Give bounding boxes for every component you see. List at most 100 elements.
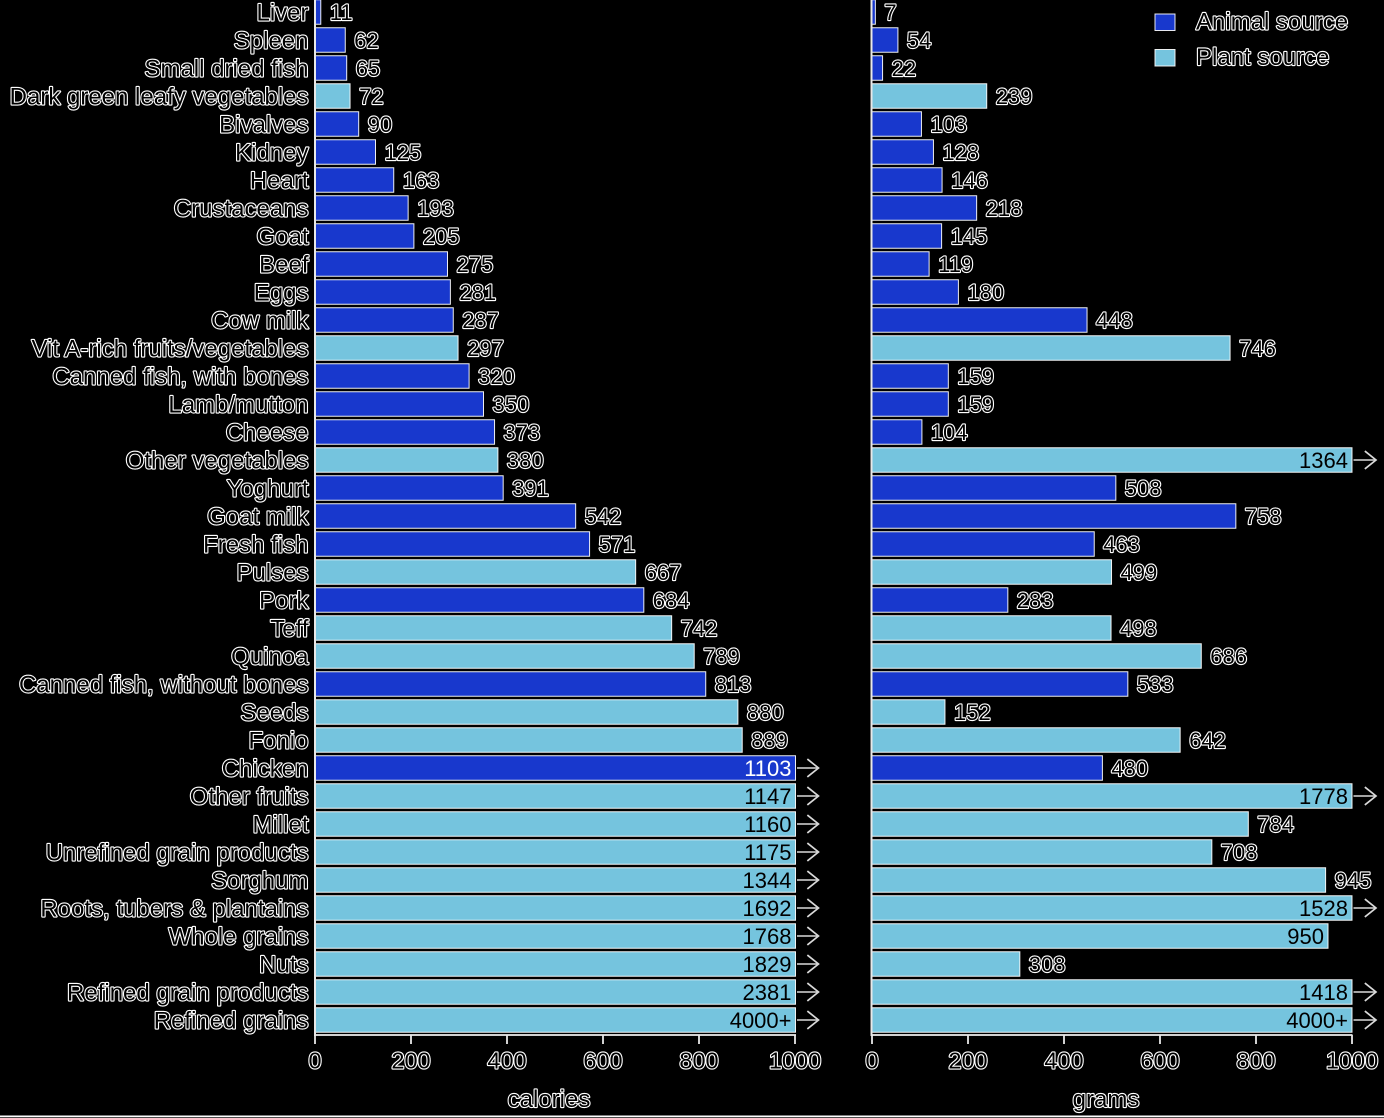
svg-text:Lamb/mutton: Lamb/mutton	[168, 392, 308, 419]
svg-text:200: 200	[391, 1048, 430, 1074]
svg-text:22: 22	[892, 56, 916, 81]
svg-text:800: 800	[679, 1048, 718, 1074]
svg-text:Beef: Beef	[259, 252, 309, 279]
svg-text:308: 308	[1029, 952, 1066, 977]
svg-text:373: 373	[504, 420, 541, 445]
svg-text:400: 400	[487, 1048, 526, 1074]
svg-text:Unrefined grain products: Unrefined grain products	[46, 840, 309, 867]
svg-text:Heart: Heart	[250, 168, 309, 195]
svg-text:945: 945	[1335, 868, 1372, 893]
svg-text:Goat milk: Goat milk	[207, 504, 309, 531]
svg-text:1000: 1000	[1326, 1048, 1378, 1074]
svg-text:800: 800	[1236, 1048, 1275, 1074]
svg-text:90: 90	[368, 112, 392, 137]
svg-text:119: 119	[938, 252, 973, 277]
svg-text:Animal source: Animal source	[1196, 9, 1348, 36]
svg-text:Yoghurt: Yoghurt	[227, 476, 309, 503]
svg-text:708: 708	[1221, 840, 1258, 865]
svg-text:4000+: 4000+	[1286, 1008, 1348, 1033]
svg-text:Pork: Pork	[259, 588, 309, 615]
svg-text:642: 642	[1189, 728, 1226, 753]
svg-text:600: 600	[583, 1048, 622, 1074]
svg-text:Vit A-rich fruits/vegetables: Vit A-rich fruits/vegetables	[31, 336, 308, 363]
svg-text:62: 62	[354, 28, 378, 53]
svg-text:463: 463	[1103, 532, 1140, 557]
svg-text:128: 128	[942, 140, 979, 165]
svg-text:Canned fish, without bones: Canned fish, without bones	[19, 672, 309, 699]
svg-text:Spleen: Spleen	[234, 28, 309, 55]
svg-text:320: 320	[478, 364, 515, 389]
svg-text:Sorghum: Sorghum	[211, 868, 308, 895]
svg-text:667: 667	[645, 560, 682, 585]
svg-text:1000: 1000	[769, 1048, 821, 1074]
svg-text:889: 889	[751, 728, 788, 753]
svg-text:400: 400	[1044, 1048, 1083, 1074]
svg-text:Crustaceans: Crustaceans	[174, 196, 309, 223]
svg-text:Nuts: Nuts	[259, 952, 308, 979]
svg-text:Pulses: Pulses	[236, 560, 308, 587]
svg-text:239: 239	[996, 84, 1033, 109]
svg-text:grams: grams	[1073, 1086, 1140, 1113]
svg-text:789: 789	[703, 644, 740, 669]
svg-text:2381: 2381	[743, 980, 792, 1005]
svg-text:Bivalves: Bivalves	[219, 112, 308, 139]
svg-text:287: 287	[462, 308, 499, 333]
svg-text:571: 571	[599, 532, 636, 557]
svg-text:Kidney: Kidney	[235, 140, 308, 167]
svg-text:Dark green leafy vegetables: Dark green leafy vegetables	[10, 84, 309, 111]
svg-text:600: 600	[1140, 1048, 1179, 1074]
svg-text:1829: 1829	[743, 952, 792, 977]
svg-text:Fresh fish: Fresh fish	[203, 532, 308, 559]
svg-text:159: 159	[957, 392, 994, 417]
svg-text:Seeds: Seeds	[240, 700, 308, 727]
svg-text:72: 72	[359, 84, 383, 109]
svg-text:880: 880	[747, 700, 784, 725]
svg-text:297: 297	[467, 336, 504, 361]
svg-text:684: 684	[653, 588, 690, 613]
svg-text:480: 480	[1111, 756, 1148, 781]
svg-text:1344: 1344	[743, 868, 792, 893]
svg-text:180: 180	[967, 280, 1004, 305]
svg-text:163: 163	[403, 168, 440, 193]
svg-text:65: 65	[356, 56, 380, 81]
svg-text:950: 950	[1287, 924, 1324, 949]
svg-text:Roots, tubers & plantains: Roots, tubers & plantains	[40, 896, 308, 923]
svg-text:103: 103	[930, 112, 967, 137]
svg-text:742: 742	[681, 616, 718, 641]
svg-text:11: 11	[330, 0, 353, 25]
svg-text:508: 508	[1125, 476, 1162, 501]
svg-text:1103: 1103	[744, 756, 791, 781]
svg-text:448: 448	[1096, 308, 1133, 333]
svg-text:218: 218	[986, 196, 1023, 221]
svg-text:0: 0	[865, 1048, 878, 1074]
svg-text:Goat: Goat	[256, 224, 308, 251]
svg-text:Teff: Teff	[270, 616, 309, 643]
svg-text:159: 159	[957, 364, 994, 389]
svg-text:Millet: Millet	[252, 812, 308, 839]
svg-text:Other vegetables: Other vegetables	[126, 448, 309, 475]
svg-text:281: 281	[459, 280, 496, 305]
svg-text:784: 784	[1257, 812, 1294, 837]
svg-text:1147: 1147	[744, 784, 791, 809]
svg-text:380: 380	[507, 448, 544, 473]
svg-text:Refined grain products: Refined grain products	[67, 980, 308, 1007]
svg-text:391: 391	[512, 476, 549, 501]
svg-text:1528: 1528	[1299, 896, 1348, 921]
svg-text:146: 146	[951, 168, 988, 193]
svg-text:283: 283	[1017, 588, 1054, 613]
svg-text:813: 813	[715, 672, 752, 697]
svg-text:Cheese: Cheese	[226, 420, 309, 447]
svg-text:Eggs: Eggs	[254, 280, 309, 307]
svg-text:145: 145	[951, 224, 988, 249]
svg-text:Small dried fish: Small dried fish	[144, 56, 308, 83]
svg-text:542: 542	[585, 504, 622, 529]
svg-text:Cow milk: Cow milk	[211, 308, 309, 335]
svg-text:Liver: Liver	[256, 0, 308, 27]
svg-text:152: 152	[954, 700, 991, 725]
svg-text:Quinoa: Quinoa	[231, 644, 309, 671]
svg-text:7: 7	[884, 0, 896, 25]
svg-text:0: 0	[308, 1048, 321, 1074]
svg-text:1364: 1364	[1299, 448, 1348, 473]
svg-text:Canned fish, with bones: Canned fish, with bones	[52, 364, 308, 391]
svg-text:499: 499	[1121, 560, 1158, 585]
